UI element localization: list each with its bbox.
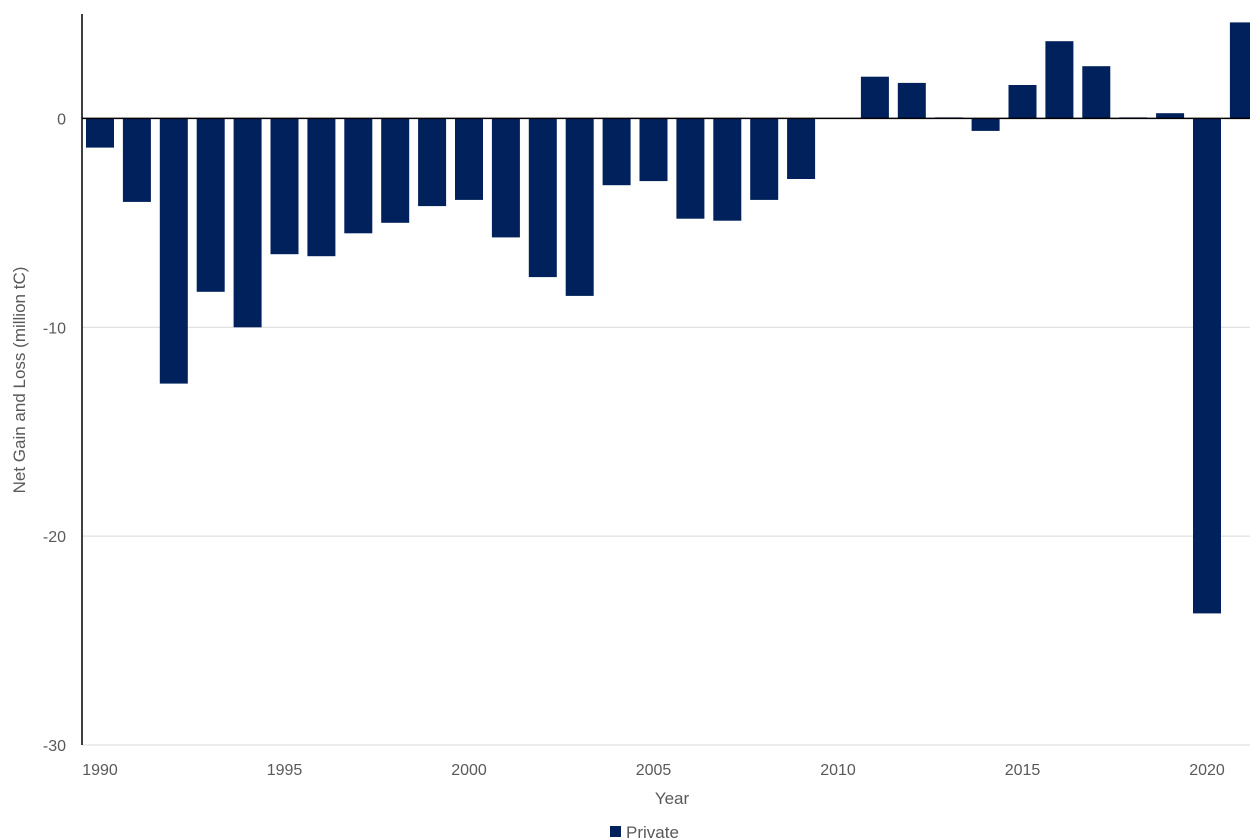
bars xyxy=(86,22,1250,614)
bar-1995 xyxy=(270,118,299,255)
bar-2012 xyxy=(897,82,926,119)
bar-2009 xyxy=(787,118,816,179)
bar-2004 xyxy=(602,118,631,186)
bar-2005 xyxy=(639,118,668,182)
bar-2008 xyxy=(750,118,779,200)
y-tick-label: -10 xyxy=(43,320,66,337)
x-tick-label: 2015 xyxy=(1005,762,1041,779)
bar-2019 xyxy=(1156,113,1185,119)
gridlines xyxy=(82,326,1250,746)
legend-label-private: Private xyxy=(626,823,679,840)
bar-2000 xyxy=(455,118,483,200)
x-tick-label: 2000 xyxy=(451,762,487,779)
bar-1998 xyxy=(381,118,410,223)
bar-2006 xyxy=(676,118,705,219)
bar-2002 xyxy=(528,118,557,278)
x-tick-label: 1995 xyxy=(267,762,303,779)
bar-1993 xyxy=(196,118,225,292)
y-tick-label: -20 xyxy=(43,529,66,546)
bar-1994 xyxy=(233,118,262,328)
x-tick-label: 2005 xyxy=(636,762,672,779)
x-tick-label: 1990 xyxy=(82,762,118,779)
legend-swatch-private xyxy=(610,826,621,837)
x-tick-label: 2020 xyxy=(1189,762,1225,779)
bar-1992 xyxy=(159,118,188,384)
bar-2007 xyxy=(713,118,742,221)
bar-1997 xyxy=(344,118,373,234)
x-tick-labels: 1990 1995 2000 2005 2010 2015 2020 xyxy=(82,762,1225,779)
legend: Private xyxy=(610,823,679,840)
bar-2011 xyxy=(860,76,889,119)
bar-1999 xyxy=(418,118,447,207)
y-tick-label: -30 xyxy=(43,738,66,755)
bar-2014 xyxy=(971,118,1000,131)
bar-2016 xyxy=(1045,41,1074,119)
bar-2020 xyxy=(1193,118,1221,614)
x-tick-label: 2010 xyxy=(820,762,856,779)
x-axis-title: Year xyxy=(655,789,690,808)
bar-2003 xyxy=(565,118,594,296)
bar-2015 xyxy=(1008,85,1037,119)
y-tick-labels: 0 -10 -20 -30 xyxy=(43,111,66,755)
bar-2001 xyxy=(491,118,520,238)
bar-1991 xyxy=(122,118,151,202)
y-tick-label: 0 xyxy=(57,111,66,128)
bar-2017 xyxy=(1082,66,1111,119)
bar-1990 xyxy=(86,118,114,148)
y-axis-title: Net Gain and Loss (million tC) xyxy=(10,267,29,494)
bar-2021 xyxy=(1229,22,1250,119)
bar-1996 xyxy=(307,118,336,257)
